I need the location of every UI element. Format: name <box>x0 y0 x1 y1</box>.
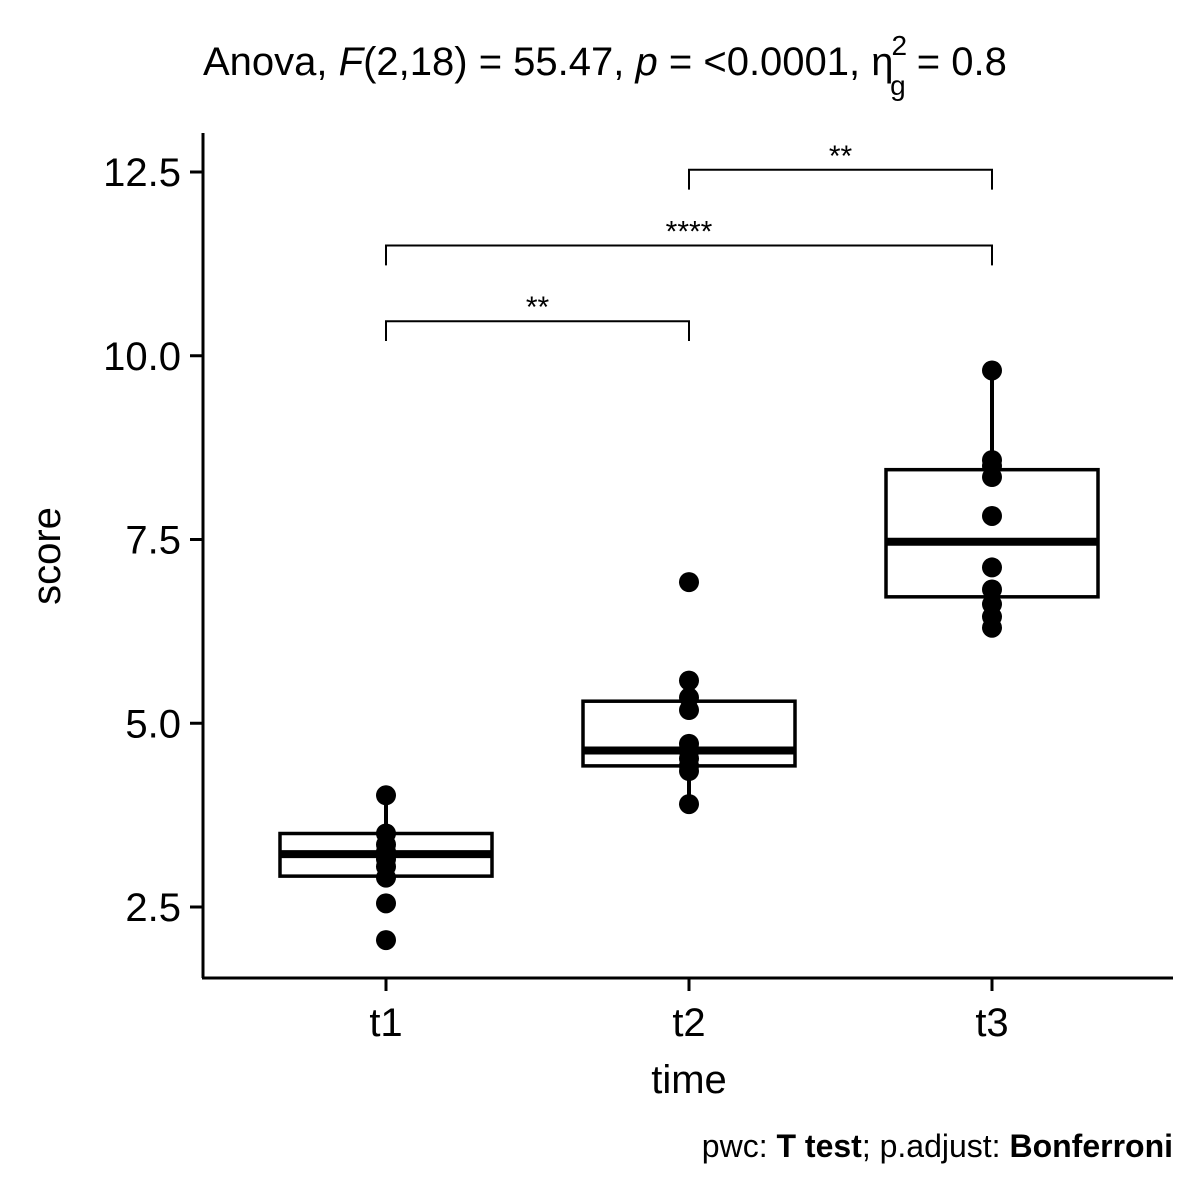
chart-title: Anova, F(2,18) = 55.47, p = <0.0001, η2 g… <box>203 30 1007 101</box>
data-point <box>376 785 396 806</box>
y-axis-ticks: 2.5 5.0 7.5 10.0 12.5 <box>103 151 203 930</box>
x-tick-label: t3 <box>975 1001 1008 1045</box>
data-point <box>679 700 699 721</box>
x-tick-label: t2 <box>672 1001 705 1045</box>
significance-label: **** <box>666 216 713 249</box>
significance-brackets: ******** <box>385 140 993 342</box>
x-axis-title: time <box>651 1058 727 1102</box>
significance-label: ** <box>829 140 853 173</box>
data-point <box>982 617 1002 638</box>
y-tick-label: 7.5 <box>125 519 181 563</box>
bracket-line <box>385 320 690 342</box>
point-layer <box>376 360 1002 951</box>
data-point <box>982 557 1002 578</box>
significance-label: ** <box>526 291 550 324</box>
data-point <box>982 360 1002 381</box>
x-tick-label: t1 <box>369 1001 402 1045</box>
y-axis-title: score <box>25 507 69 605</box>
bracket-line <box>688 168 993 190</box>
y-tick-label: 5.0 <box>125 702 181 746</box>
data-point <box>679 761 699 782</box>
bracket-t2-t3: ** <box>688 140 993 190</box>
data-point <box>982 505 1002 526</box>
data-point <box>679 794 699 815</box>
box-t3 <box>884 370 1100 599</box>
y-tick-label: 10.0 <box>103 335 181 379</box>
bracket-t1-t3: **** <box>385 216 993 266</box>
data-point <box>376 867 396 888</box>
caption: pwc: T test; p.adjust: Bonferroni <box>702 1128 1173 1164</box>
bracket-t1-t2: ** <box>385 291 690 342</box>
data-point <box>679 670 699 691</box>
y-tick-label: 12.5 <box>103 151 181 195</box>
bracket-line <box>385 244 993 266</box>
box-body <box>884 467 1100 599</box>
y-tick-label: 2.5 <box>125 886 181 930</box>
data-point <box>679 572 699 593</box>
data-point <box>982 467 1002 488</box>
data-point <box>982 579 1002 600</box>
data-point <box>376 930 396 951</box>
data-point <box>376 893 396 914</box>
x-axis-ticks: t1 t2 t3 <box>369 978 1009 1045</box>
